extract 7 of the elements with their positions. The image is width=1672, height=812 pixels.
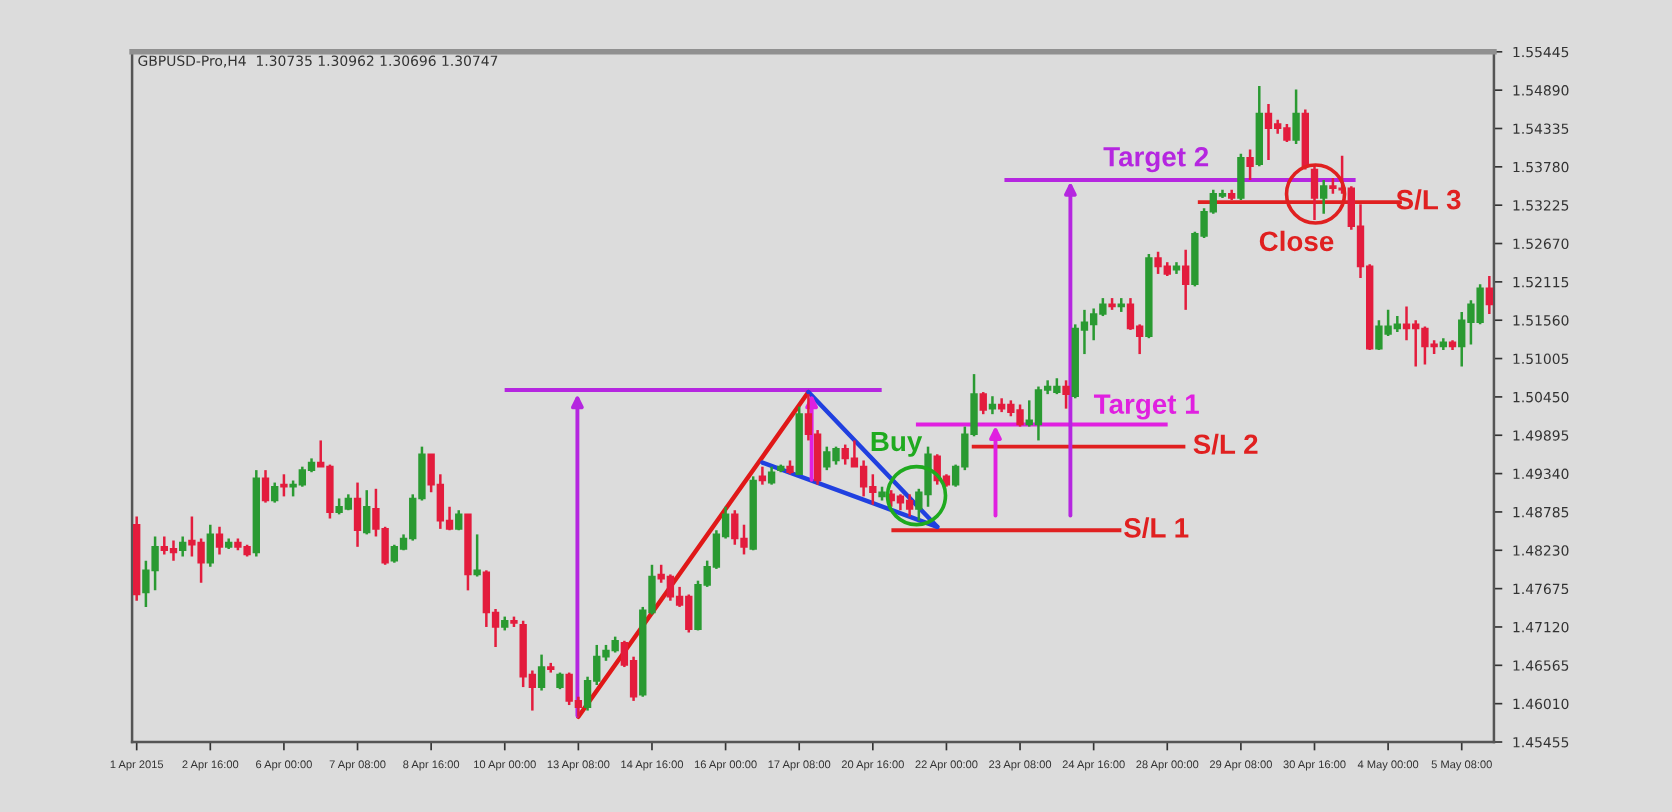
ref-line-label: S/L 2: [1193, 433, 1258, 455]
ref-line-label: S/L 3: [1396, 189, 1461, 210]
ref-line-label: S/L 1: [1124, 517, 1189, 538]
annotation: Close: [1259, 230, 1334, 252]
annotation: Buy: [871, 431, 923, 457]
ref-line-label: Target 1: [1093, 394, 1199, 420]
ref-line-label: Target 2: [1103, 146, 1209, 173]
